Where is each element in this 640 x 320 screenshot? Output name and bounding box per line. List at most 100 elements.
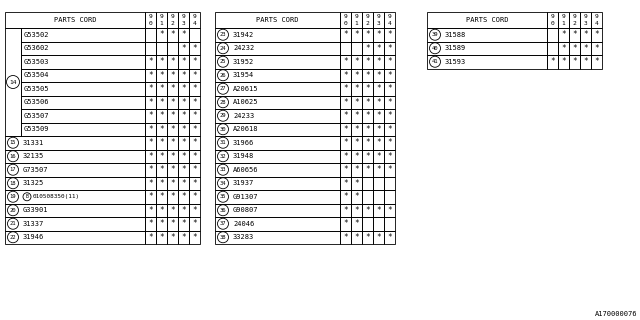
Text: *: *	[181, 111, 186, 120]
Text: *: *	[365, 206, 370, 215]
Bar	[340, 28, 351, 42]
Bar	[145, 42, 156, 55]
Text: *: *	[594, 30, 599, 39]
Bar	[591, 12, 602, 28]
Text: *: *	[192, 165, 197, 174]
Bar	[21, 68, 145, 82]
Bar	[340, 68, 351, 82]
Bar	[384, 230, 395, 244]
Bar	[591, 28, 602, 42]
Bar	[215, 177, 340, 190]
Text: 1: 1	[159, 21, 163, 26]
Bar	[215, 149, 340, 163]
Bar	[340, 163, 351, 177]
Text: 9: 9	[388, 14, 392, 19]
Bar	[189, 55, 200, 68]
Text: 31589: 31589	[445, 45, 467, 51]
Text: 9: 9	[365, 14, 369, 19]
Text: *: *	[159, 165, 164, 174]
Text: *: *	[354, 57, 359, 66]
Text: *: *	[376, 206, 381, 215]
Text: 9: 9	[193, 14, 196, 19]
Bar	[215, 95, 340, 109]
Text: *: *	[181, 44, 186, 53]
Text: *: *	[376, 233, 381, 242]
Bar	[5, 177, 145, 190]
Text: G53602: G53602	[24, 45, 49, 51]
Text: 17: 17	[10, 167, 16, 172]
Bar	[189, 95, 200, 109]
Text: *: *	[148, 192, 153, 201]
Text: 9: 9	[550, 14, 554, 19]
Bar	[167, 149, 178, 163]
Bar	[215, 55, 340, 68]
Text: *: *	[354, 233, 359, 242]
Bar	[156, 149, 167, 163]
Bar	[156, 28, 167, 42]
Bar	[362, 163, 373, 177]
Text: *: *	[365, 57, 370, 66]
Text: *: *	[192, 125, 197, 134]
Text: 4: 4	[193, 21, 196, 26]
Bar	[340, 55, 351, 68]
Bar	[167, 109, 178, 123]
Bar	[362, 217, 373, 230]
Bar	[362, 109, 373, 123]
Text: *: *	[354, 84, 359, 93]
Text: 18: 18	[10, 181, 16, 186]
Text: *: *	[376, 125, 381, 134]
Bar	[362, 55, 373, 68]
Bar	[145, 68, 156, 82]
Text: 31966: 31966	[233, 140, 254, 146]
Bar	[145, 204, 156, 217]
Bar	[167, 42, 178, 55]
Text: *: *	[148, 219, 153, 228]
Text: *: *	[376, 30, 381, 39]
Bar	[547, 42, 558, 55]
Text: *: *	[159, 179, 164, 188]
Bar	[547, 28, 558, 42]
Bar	[384, 136, 395, 149]
Text: *: *	[376, 98, 381, 107]
Bar	[547, 12, 558, 28]
Bar	[351, 136, 362, 149]
Text: 24: 24	[220, 46, 227, 51]
Bar	[547, 55, 558, 68]
Bar	[580, 55, 591, 68]
Text: *: *	[583, 30, 588, 39]
Text: *: *	[354, 192, 359, 201]
Bar	[373, 55, 384, 68]
Bar	[362, 190, 373, 204]
Bar	[156, 190, 167, 204]
Text: 0: 0	[344, 21, 348, 26]
Text: 2: 2	[365, 21, 369, 26]
Bar	[145, 123, 156, 136]
Text: 30: 30	[220, 127, 227, 132]
Bar	[178, 177, 189, 190]
Bar	[215, 42, 340, 55]
Text: *: *	[343, 71, 348, 80]
Text: 20: 20	[10, 208, 16, 213]
Text: *: *	[343, 111, 348, 120]
Text: A170000076: A170000076	[595, 311, 637, 317]
Bar	[189, 68, 200, 82]
Text: *: *	[170, 192, 175, 201]
Text: *: *	[365, 138, 370, 147]
Bar	[384, 42, 395, 55]
Text: 22: 22	[10, 235, 16, 240]
Text: *: *	[354, 30, 359, 39]
Bar	[340, 95, 351, 109]
Text: *: *	[365, 165, 370, 174]
Bar	[580, 12, 591, 28]
Text: *: *	[387, 111, 392, 120]
Text: *: *	[170, 165, 175, 174]
Text: 3: 3	[182, 21, 186, 26]
Bar	[362, 28, 373, 42]
Text: *: *	[343, 30, 348, 39]
Text: *: *	[192, 206, 197, 215]
Text: 37: 37	[220, 221, 227, 226]
Text: 21: 21	[10, 221, 16, 226]
Text: *: *	[343, 138, 348, 147]
Bar	[178, 149, 189, 163]
Text: *: *	[148, 84, 153, 93]
